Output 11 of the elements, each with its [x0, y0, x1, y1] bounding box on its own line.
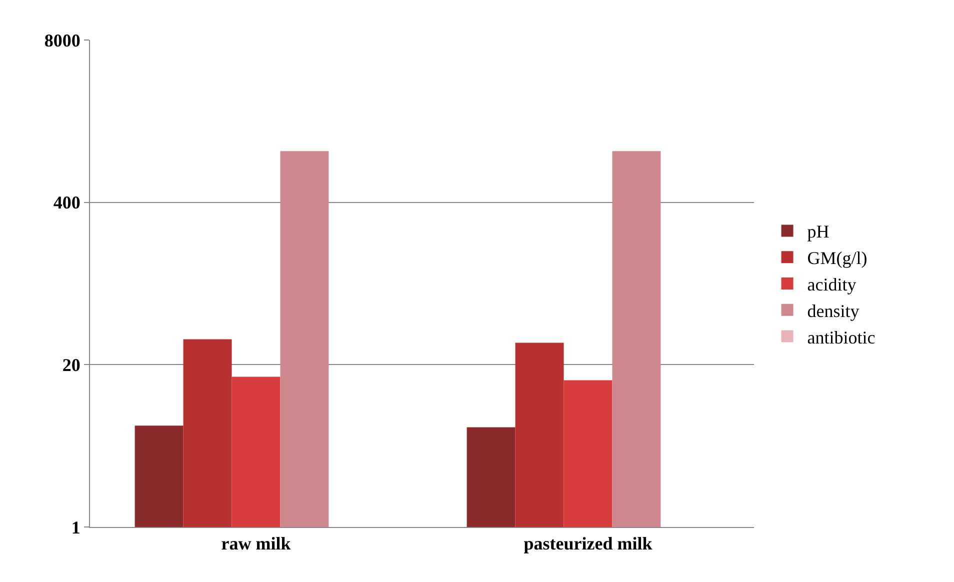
- y-tick-label: 400: [53, 192, 80, 213]
- legend-label: acidity: [807, 274, 856, 295]
- legend-label: GM(g/l): [807, 248, 868, 268]
- y-tick-label: 20: [62, 354, 80, 375]
- y-tick-label: 1: [71, 517, 80, 538]
- legend-label: antibiotic: [807, 327, 876, 348]
- legend-label: pH: [807, 222, 830, 242]
- x-tick-label: pasteurized milk: [524, 534, 652, 554]
- x-tick-label: raw milk: [221, 534, 291, 554]
- legend-label: density: [807, 300, 860, 321]
- y-tick-label: 8000: [44, 30, 80, 50]
